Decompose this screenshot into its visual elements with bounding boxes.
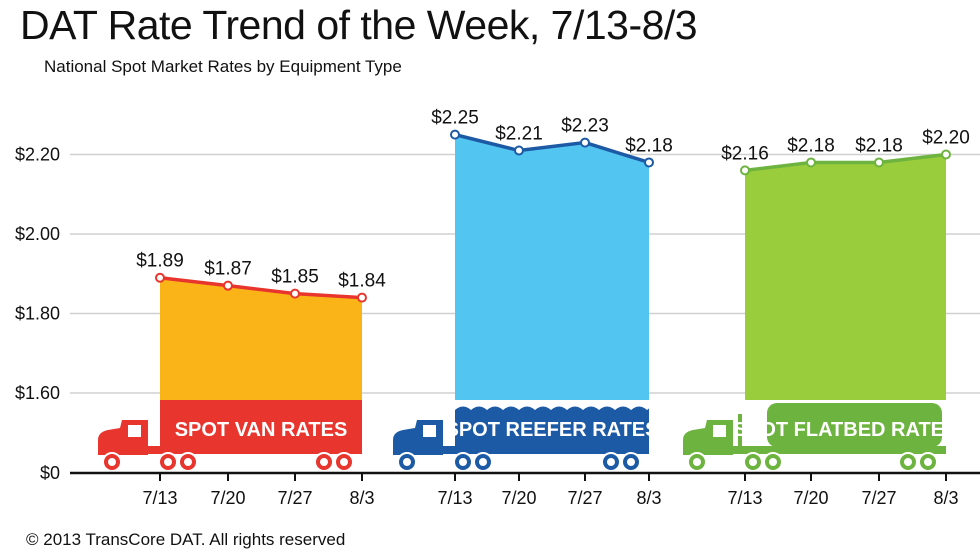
data-label: $2.18 xyxy=(787,135,835,156)
chassis xyxy=(146,446,362,454)
wheel-hub xyxy=(320,458,328,466)
y-tick-label: $2.00 xyxy=(15,224,60,244)
x-tick-label: 7/20 xyxy=(793,488,828,508)
data-point xyxy=(806,157,816,168)
series-area xyxy=(745,154,946,400)
series-1: SPOT REEFER RATES $2.25 $2.21 $2.23 $2.18 7/1… xyxy=(393,108,673,508)
data-point xyxy=(223,280,233,291)
data-point xyxy=(514,145,524,156)
series-2: SPOT FLATBED RATES $2.16 $2.18 $2.18 $2.20 7/… xyxy=(683,128,970,508)
wheel-hub xyxy=(749,458,757,466)
x-tick-label: 7/27 xyxy=(567,488,602,508)
cab-window xyxy=(713,425,726,437)
y-tick-label: $1.80 xyxy=(15,304,60,324)
data-label: $2.21 xyxy=(495,124,543,145)
wheel-hub xyxy=(607,458,615,466)
y-tick-label: $2.20 xyxy=(15,145,60,165)
series-area xyxy=(455,134,649,400)
reefer-wave xyxy=(455,403,663,410)
data-label: $2.20 xyxy=(922,128,970,149)
data-point xyxy=(740,165,750,176)
chassis xyxy=(441,446,649,454)
wheel-hub xyxy=(479,458,487,466)
series-area xyxy=(160,277,362,400)
data-point xyxy=(155,272,165,283)
x-tick-label: 7/13 xyxy=(437,488,472,508)
x-tick-label: 7/20 xyxy=(501,488,536,508)
series-name-label: SPOT REEFER RATES xyxy=(446,419,659,441)
wheel-hub xyxy=(108,458,116,466)
data-label: $2.16 xyxy=(721,143,769,164)
flatbed-headboard xyxy=(738,414,742,450)
wheel-hub xyxy=(403,458,411,466)
x-tick-label: 7/13 xyxy=(727,488,762,508)
cab-window xyxy=(128,425,141,437)
wheel-hub xyxy=(693,458,701,466)
wheel-hub xyxy=(164,458,172,466)
series-0: SPOT VAN RATES $1.89 $1.87 $1.85 $1.84 7/13 7/… xyxy=(98,251,386,508)
wheel-hub xyxy=(904,458,912,466)
series-name-label: SPOT VAN RATES xyxy=(175,419,348,441)
wheel-hub xyxy=(924,458,932,466)
cab-window xyxy=(423,425,436,437)
trailer-box xyxy=(160,400,362,452)
chassis xyxy=(731,446,946,454)
chart-subtitle: National Spot Market Rates by Equipment … xyxy=(44,57,402,76)
wheel-hub xyxy=(769,458,777,466)
series-line xyxy=(744,152,947,173)
x-tick-label: 7/13 xyxy=(142,488,177,508)
wheel-hub xyxy=(459,458,467,466)
x-tick-label: 7/27 xyxy=(861,488,896,508)
data-point xyxy=(644,157,654,168)
x-tick-label: 7/20 xyxy=(210,488,245,508)
x-tick-label: 8/3 xyxy=(933,488,958,508)
y-tick-label: $0 xyxy=(40,463,60,483)
data-point xyxy=(580,137,590,148)
y-tick-label: $1.60 xyxy=(15,383,60,403)
data-label: $2.18 xyxy=(855,135,903,156)
x-tick-label: 8/3 xyxy=(349,488,374,508)
copyright-footer: © 2013 TransCore DAT. All rights reserve… xyxy=(26,530,346,549)
data-point xyxy=(290,288,300,299)
trailer-box xyxy=(455,403,649,452)
data-point xyxy=(874,157,884,168)
data-point xyxy=(941,149,951,160)
data-label: $1.85 xyxy=(271,267,319,288)
data-label: $1.89 xyxy=(136,251,184,272)
series-line xyxy=(159,275,363,300)
data-label: $2.23 xyxy=(561,116,609,137)
data-label: $1.84 xyxy=(338,271,386,292)
chart-title: DAT Rate Trend of the Week, 7/13-8/3 xyxy=(20,2,698,48)
data-label: $2.25 xyxy=(431,108,479,129)
series-line xyxy=(454,132,650,165)
data-point xyxy=(450,129,460,140)
data-label: $2.18 xyxy=(625,135,673,156)
series-name-label: SPOT FLATBED RATES xyxy=(734,419,958,441)
flatbed-load xyxy=(767,403,942,447)
wheel-hub xyxy=(627,458,635,466)
wheel-hub xyxy=(184,458,192,466)
x-tick-label: 8/3 xyxy=(636,488,661,508)
data-label: $1.87 xyxy=(204,259,252,280)
x-tick-label: 7/27 xyxy=(277,488,312,508)
wheel-hub xyxy=(340,458,348,466)
data-point xyxy=(357,292,367,303)
